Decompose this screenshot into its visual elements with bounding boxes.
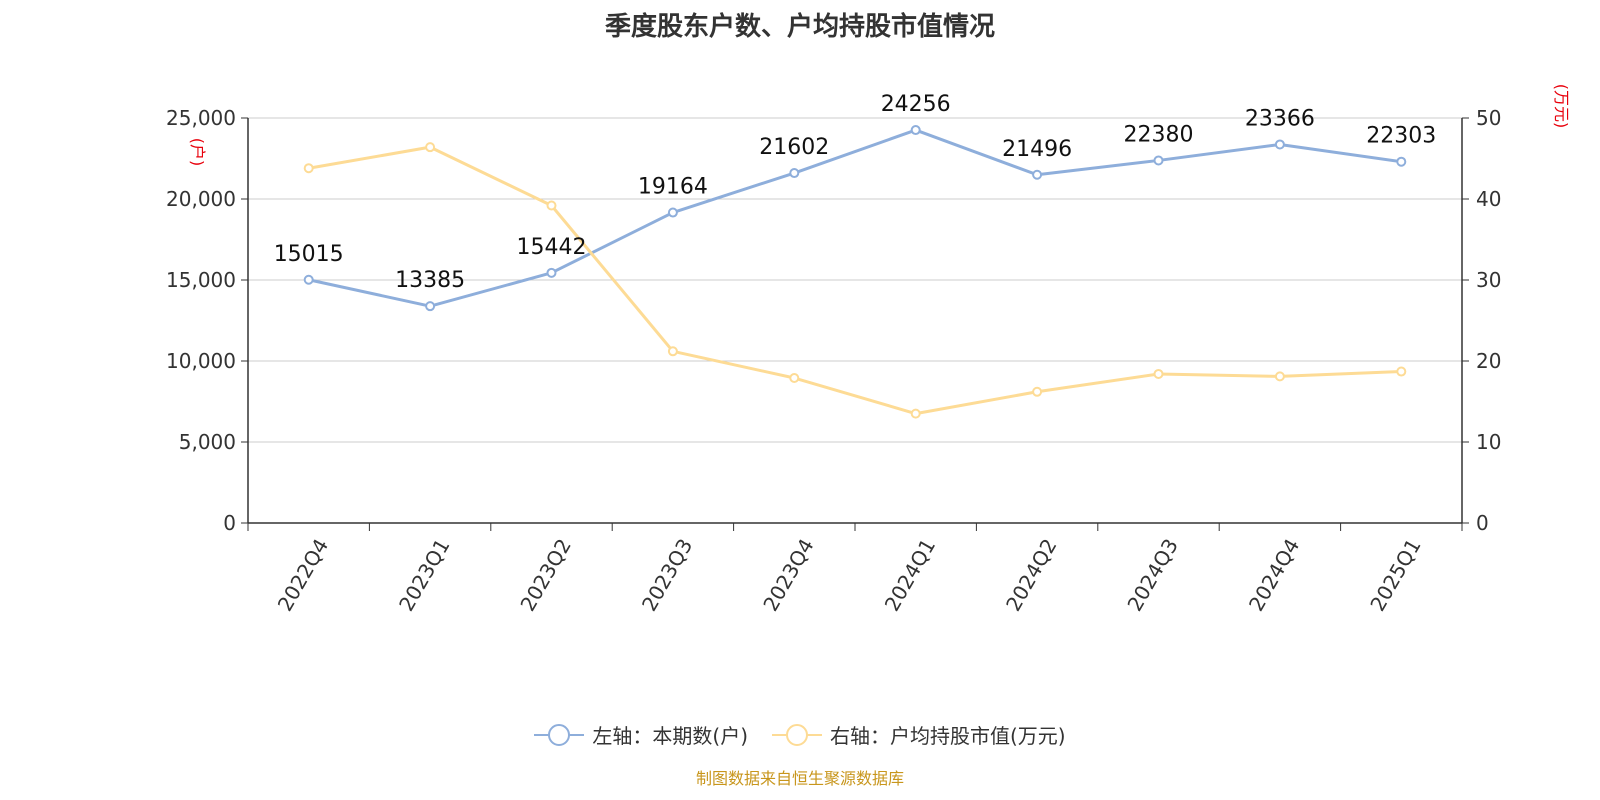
data-point-right: [1274, 371, 1285, 382]
grid-layer: [248, 117, 1462, 524]
x-tick-label: 2023Q3: [637, 535, 697, 616]
labels-layer: 15015 13385 15442 19164 21602 24256 21496 22380…: [274, 92, 1437, 293]
y-left-tick-label: 0: [223, 511, 236, 535]
data-point-left: [1396, 156, 1407, 167]
data-label: 22303: [1366, 124, 1436, 149]
x-tick-label: 2024Q4: [1244, 535, 1304, 616]
y-left-tick-label: 20,000: [166, 187, 236, 211]
data-label: 15442: [517, 235, 587, 260]
data-label: 13385: [395, 268, 465, 293]
axes-layer: 0 5,000 10,000 15,000 20,000 25,000 0 10 20 30 40 5…: [166, 84, 1571, 615]
chart-title: 季度股东户数、户均持股市值情况: [604, 12, 995, 42]
x-tick-label: 2023Q1: [394, 535, 454, 616]
data-label: 19164: [638, 175, 708, 200]
y-right-tick-label: 30: [1476, 268, 1501, 292]
series-line-left: [308, 128, 1402, 308]
data-label: 21496: [1002, 137, 1072, 162]
y-left-tick-label: 5,000: [179, 430, 236, 454]
data-point-right: [546, 200, 557, 211]
legend-label-left-series: 左轴：本期数(户): [592, 724, 748, 748]
legend: 左轴：本期数(户) 右轴：户均持股市值(万元): [0, 720, 1600, 749]
data-label: 15015: [274, 242, 344, 267]
data-point-right: [789, 373, 800, 384]
x-tick-label: 2024Q3: [1122, 535, 1182, 616]
data-label: 23366: [1245, 106, 1315, 131]
y-right-axis-label: (万元): [1552, 84, 1571, 129]
legend-line-circle-icon: [772, 723, 822, 747]
data-point-right: [425, 142, 436, 153]
data-point-right: [1032, 386, 1043, 397]
y-left-axis-label: (户): [188, 138, 207, 167]
legend-item-right-series[interactable]: 右轴：户均持股市值(万元): [772, 720, 1066, 749]
x-tick-label: 2024Q1: [880, 535, 940, 616]
series-line-right: [308, 145, 1402, 416]
data-point-left: [667, 207, 678, 218]
y-right-tick-label: 40: [1476, 187, 1501, 211]
data-point-left: [546, 267, 557, 278]
data-label: 21602: [759, 135, 829, 160]
data-point-left: [303, 274, 314, 285]
legend-item-left-series[interactable]: 左轴：本期数(户): [534, 720, 748, 749]
data-point-left: [1032, 169, 1043, 180]
data-label: 24256: [881, 92, 951, 117]
data-point-right: [303, 163, 314, 174]
y-left-tick-label: 10,000: [166, 349, 236, 373]
x-tick-label: 2024Q2: [1001, 535, 1061, 616]
y-left-tick-label: 15,000: [166, 268, 236, 292]
y-right-tick-label: 50: [1476, 106, 1501, 130]
y-left-tick-label: 25,000: [166, 106, 236, 130]
data-point-left: [789, 168, 800, 179]
data-point-right: [910, 408, 921, 419]
y-right-tick-label: 20: [1476, 349, 1501, 373]
data-point-left: [1274, 139, 1285, 150]
series-layer: [303, 125, 1407, 419]
x-tick-label: 2022Q4: [273, 535, 333, 616]
legend-label-right-series: 右轴：户均持股市值(万元): [830, 724, 1066, 748]
x-tick-label: 2023Q2: [515, 535, 575, 616]
data-point-left: [1153, 155, 1164, 166]
data-point-right: [1153, 368, 1164, 379]
data-point-right: [667, 346, 678, 357]
y-right-tick-label: 10: [1476, 430, 1501, 454]
data-label: 22380: [1124, 122, 1194, 147]
data-point-left: [425, 301, 436, 312]
legend-line-circle-icon: [534, 723, 585, 747]
x-tick-label: 2025Q1: [1365, 535, 1425, 616]
x-tick-label: 2023Q4: [758, 535, 818, 616]
y-right-tick-label: 0: [1476, 511, 1489, 535]
source-note: 制图数据来自恒生聚源数据库: [695, 769, 904, 788]
data-point-right: [1396, 366, 1407, 377]
data-point-left: [910, 125, 921, 136]
